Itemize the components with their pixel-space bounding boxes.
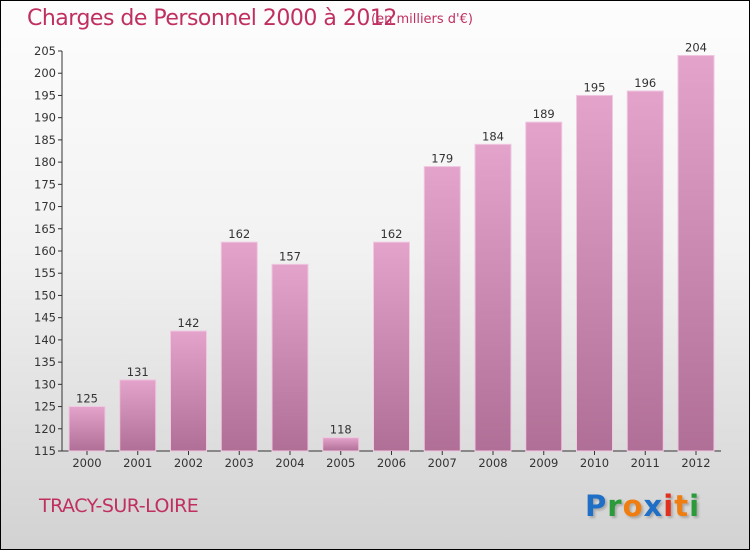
y-tick-label: 180 [34,155,56,169]
x-tick-label: 2001 [123,456,152,470]
x-tick-label: 2008 [478,456,507,470]
y-tick-label: 160 [34,244,56,258]
proxiti-logo: Proxiti [585,489,701,523]
bar-value-label: 195 [584,80,606,94]
bar-value-label: 184 [482,129,504,143]
y-tick-label: 130 [34,377,56,391]
bar-2002 [170,330,207,452]
y-tick-label: 170 [34,200,56,214]
y-tick-label: 155 [34,266,56,280]
bar-value-label: 204 [685,40,707,54]
y-tick-label: 150 [34,288,56,302]
x-tick-label: 2006 [377,456,406,470]
bar-value-label: 118 [330,423,352,437]
bar-2009 [525,121,563,452]
x-tick-label: 2010 [580,456,609,470]
bar-value-label: 162 [381,227,403,241]
x-tick-label: 2009 [529,456,558,470]
x-tick-label: 2005 [326,456,355,470]
city-name: TRACY-SUR-LOIRE [39,495,199,517]
y-tick-label: 185 [34,133,56,147]
bar-value-label: 179 [431,152,453,166]
bar-2006 [373,241,410,452]
bar-2000 [68,406,106,452]
bar-2012 [677,54,715,452]
y-tick-label: 125 [34,400,56,414]
x-tick-label: 2007 [428,456,457,470]
y-tick-label: 165 [34,222,56,236]
x-tick-label: 2003 [225,456,254,470]
x-tick-label: 2000 [72,456,101,470]
x-tick-label: 2012 [681,456,710,470]
y-tick-label: 205 [34,44,56,58]
y-tick-label: 175 [34,177,56,191]
bar-2007 [423,166,461,452]
y-tick-label: 120 [34,422,56,436]
bar-2003 [220,241,258,452]
bar-2001 [119,379,157,452]
y-tick-label: 140 [34,333,56,347]
bar-value-label: 196 [634,76,656,90]
y-tick-label: 190 [34,111,56,125]
bar-2008 [474,143,512,452]
bar-value-label: 157 [279,249,301,263]
y-tick-label: 115 [34,444,56,458]
x-tick-label: 2011 [631,456,660,470]
bar-value-label: 189 [533,107,555,121]
bar-2005 [322,437,360,452]
y-tick-label: 195 [34,88,56,102]
bar-2010 [576,94,613,452]
bar-value-label: 125 [76,392,98,406]
y-tick-label: 200 [34,66,56,80]
y-tick-label: 135 [34,355,56,369]
bar-2004 [271,263,309,452]
chart-subtitle: (en milliers d'€) [371,12,473,27]
y-tick-label: 145 [34,311,56,325]
x-tick-label: 2004 [275,456,304,470]
bar-2011 [626,90,664,452]
chart-title: Charges de Personnel 2000 à 2012 [27,6,397,31]
bar-value-label: 142 [178,316,200,330]
x-tick-label: 2002 [174,456,203,470]
bar-value-label: 162 [228,227,250,241]
bar-value-label: 131 [127,365,149,379]
